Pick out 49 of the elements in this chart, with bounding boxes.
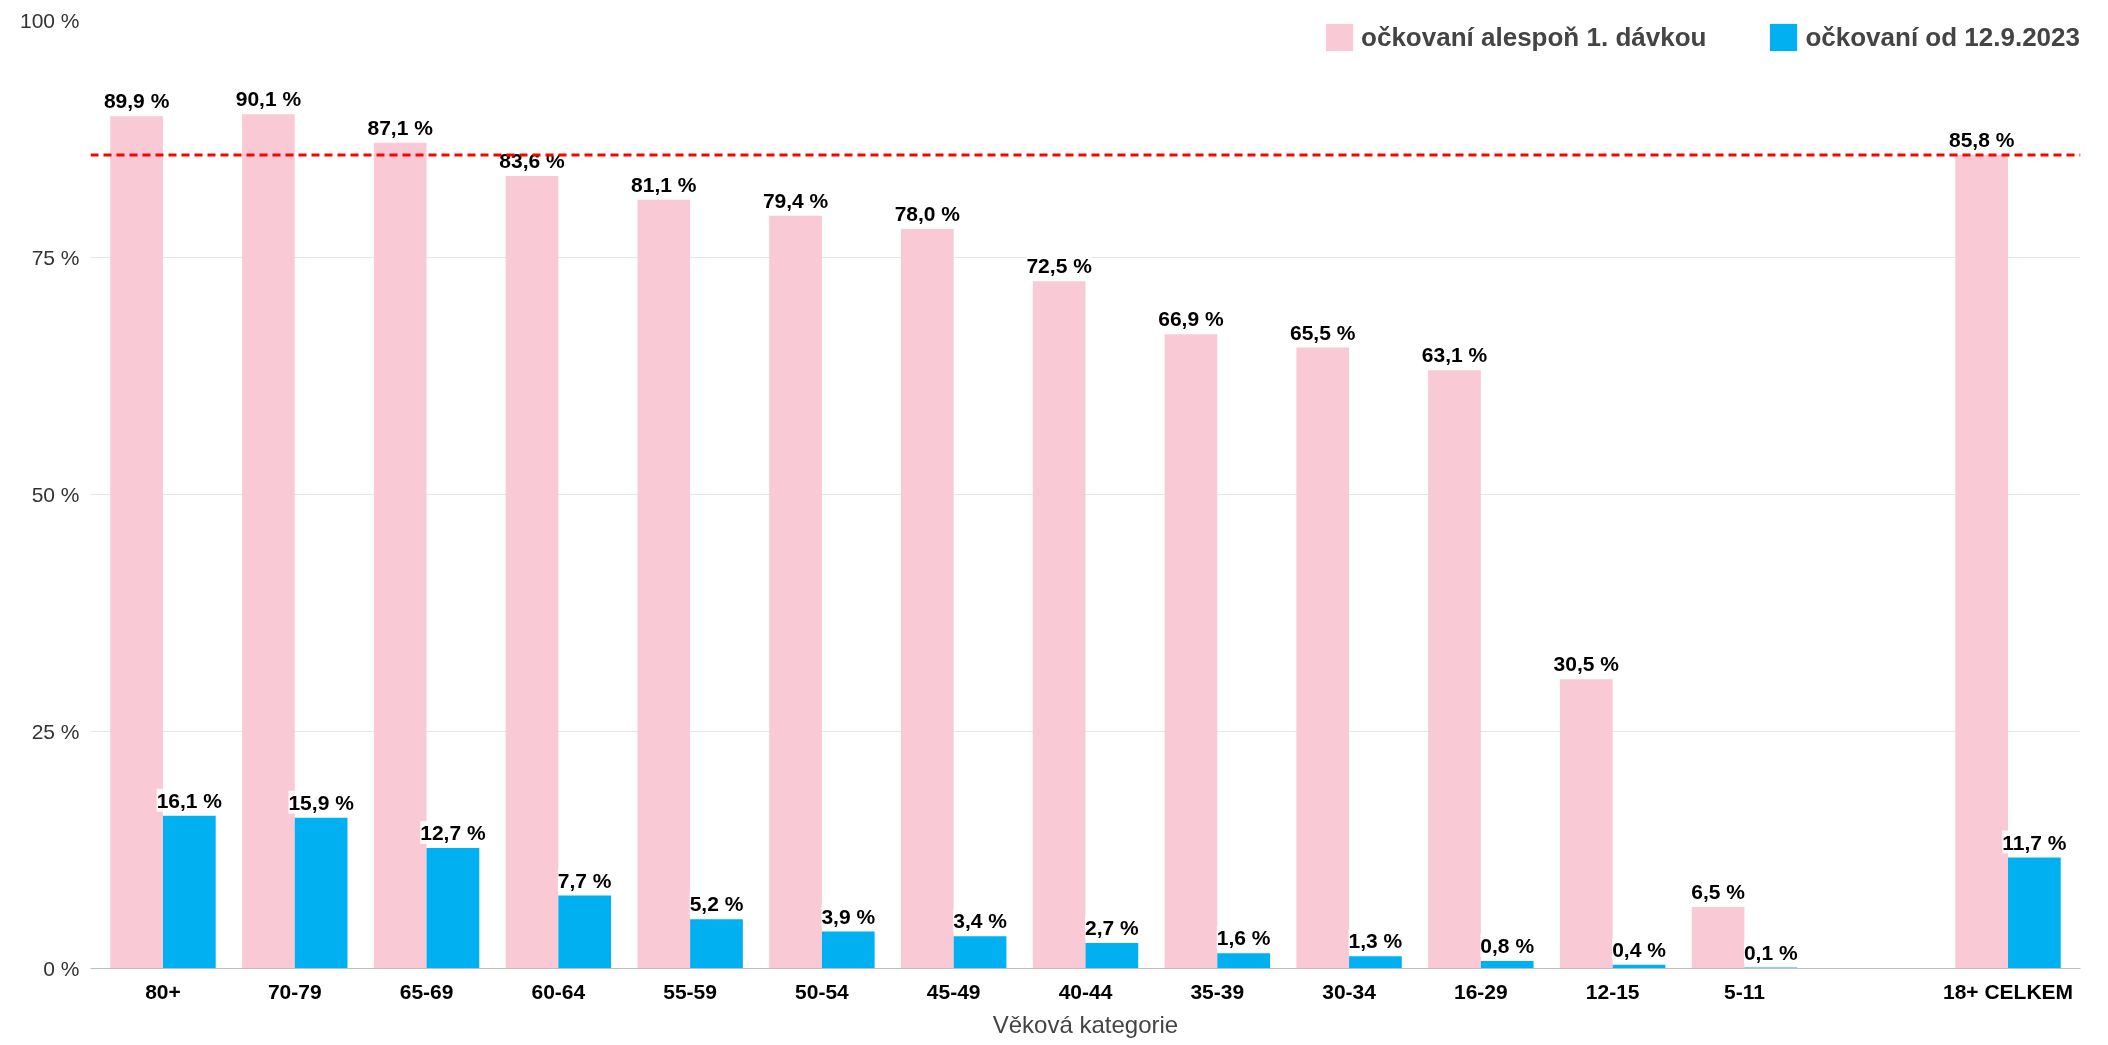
data-label: 1,6 % (1216, 926, 1271, 950)
data-label: 78,0 % (894, 202, 961, 226)
data-label: 66,9 % (1158, 307, 1224, 331)
y-tick-label: 75 % (31, 246, 80, 269)
data-label: 0,4 % (1612, 937, 1667, 961)
data-label: 63,1 % (1421, 343, 1488, 367)
x-axis-title: Věková kategorie (992, 1010, 1179, 1038)
data-label: 79,4 % (762, 188, 829, 212)
data-label: 72,5 % (1026, 254, 1093, 278)
x-tick-label: 50-54 (795, 979, 850, 1003)
data-label: 5,2 % (689, 892, 744, 916)
x-tick-label: 65-69 (399, 979, 454, 1003)
data-label: 90,1 % (235, 87, 302, 111)
y-tick-label: 100 % (19, 9, 80, 32)
x-tick-label: 18+ CELKEM (1942, 979, 2074, 1003)
data-label: 0,1 % (1743, 940, 1798, 964)
data-label: 6,5 % (1691, 879, 1746, 903)
x-tick-label: 35-39 (1190, 979, 1245, 1003)
y-tick-label: 50 % (31, 483, 80, 506)
data-label: 3,9 % (821, 904, 876, 928)
x-tick-label: 70-79 (267, 979, 322, 1003)
data-label: 30,5 % (1553, 652, 1620, 676)
x-tick-label: 55-59 (663, 979, 717, 1003)
legend-label: očkovaní alespoň 1. dávkou (1361, 21, 1707, 53)
x-tick-label: 5-11 (1724, 979, 1766, 1003)
data-label: 11,7 % (2002, 830, 2067, 854)
x-tick-label: 60-64 (531, 979, 586, 1003)
y-tick-label: 25 % (31, 720, 80, 743)
data-label: 16,1 % (156, 788, 223, 812)
data-label: 87,1 % (367, 115, 434, 139)
data-label: 12,7 % (420, 821, 486, 845)
x-tick-label: 40-44 (1058, 979, 1113, 1003)
y-tick-label: 0 % (43, 957, 80, 980)
data-label: 89,9 % (103, 89, 170, 113)
x-tick-label: 16-29 (1454, 979, 1508, 1003)
data-label: 0,8 % (1480, 933, 1535, 957)
data-label: 7,7 % (557, 868, 612, 892)
data-label: 85,8 % (1948, 128, 2015, 152)
x-tick-label: 45-49 (926, 979, 981, 1003)
data-label: 2,7 % (1085, 915, 1140, 939)
x-tick-label: 80+ (145, 979, 181, 1003)
legend-label: očkovaní od 12.9.2023 (1805, 21, 2080, 53)
data-label: 3,4 % (953, 909, 1008, 933)
data-label: 81,1 % (631, 172, 697, 196)
x-tick-label: 30-34 (1322, 979, 1377, 1003)
data-label: 65,5 % (1290, 320, 1356, 344)
data-label: 15,9 % (288, 790, 355, 814)
data-label: 1,3 % (1348, 929, 1403, 953)
x-tick-label: 12-15 (1585, 979, 1640, 1003)
